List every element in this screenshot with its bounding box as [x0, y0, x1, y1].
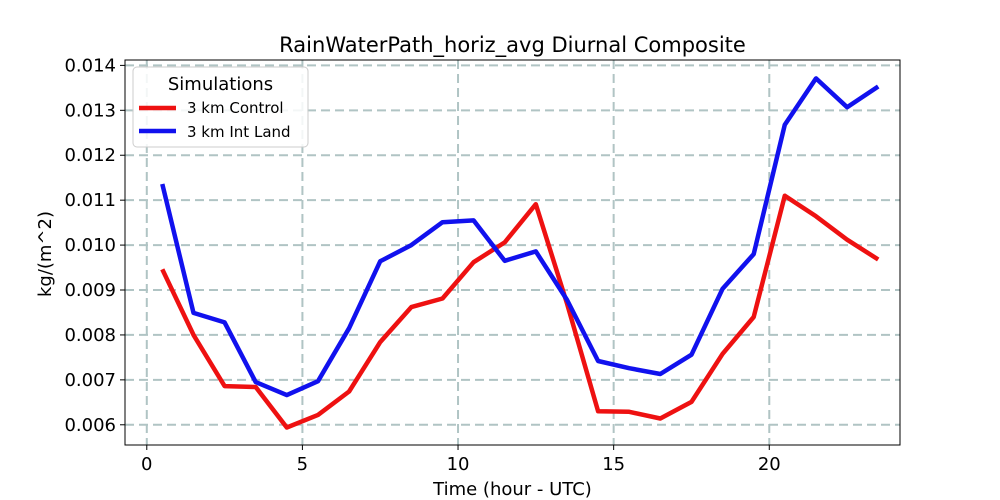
- y-tick-label: 0.011: [64, 190, 116, 211]
- plot-frame: [124, 59, 901, 446]
- legend-label-3km-int-land: 3 km Int Land: [187, 123, 291, 141]
- series-layer: [160, 76, 880, 430]
- series-line-3-km-control: [160, 193, 880, 430]
- ticks: 0 5 10 15 20 0.006 0.007 0.008 0.009 0.010 0.011 0.…: [64, 55, 780, 475]
- y-tick-label: 0.009: [64, 280, 116, 301]
- legend-label-3km-control: 3 km Control: [187, 99, 284, 117]
- legend-title: Simulations: [168, 74, 273, 95]
- y-axis-label: kg/(m^2): [35, 211, 56, 297]
- legend: Simulations 3 km Control 3 km Int Land: [132, 66, 309, 148]
- x-tick-label: 20: [758, 454, 781, 475]
- y-tick-label: 0.010: [64, 235, 116, 256]
- y-tick-label: 0.008: [64, 325, 116, 346]
- y-tick-label: 0.013: [64, 100, 116, 121]
- x-tick-label: 5: [297, 454, 308, 475]
- x-tick-label: 0: [141, 454, 152, 475]
- y-tick-label: 0.006: [64, 415, 116, 436]
- y-tick-label: 0.014: [64, 55, 116, 76]
- y-tick-label: 0.007: [64, 370, 116, 391]
- x-axis-label: Time (hour - UTC): [432, 479, 592, 500]
- chart-title: RainWaterPath_horiz_avg Diurnal Composit…: [279, 33, 746, 58]
- y-tick-label: 0.012: [64, 145, 116, 166]
- x-tick-label: 10: [447, 454, 470, 475]
- x-tick-label: 15: [602, 454, 625, 475]
- series-line-3-km-int-land: [160, 76, 880, 398]
- legend-box: [132, 66, 309, 148]
